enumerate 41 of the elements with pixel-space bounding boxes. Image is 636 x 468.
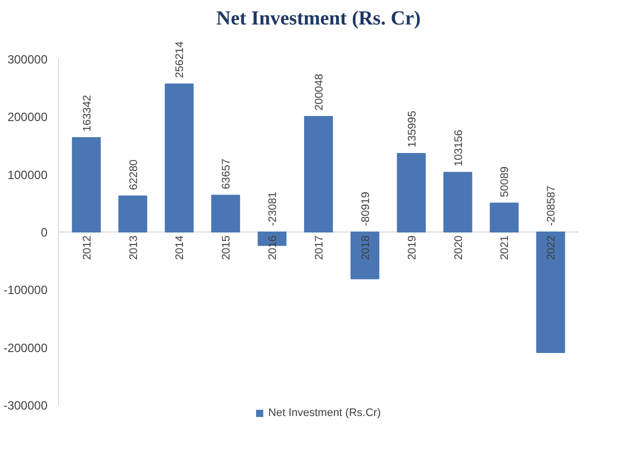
chart-title: Net Investment (Rs. Cr) <box>216 8 421 30</box>
x-tick-label: 2021 <box>499 235 512 260</box>
bar <box>443 172 472 232</box>
y-tick-label: -200000 <box>3 340 48 355</box>
data-label: -23081 <box>267 192 280 226</box>
x-tick-label: 2022 <box>546 235 558 260</box>
x-tick-label: 2020 <box>452 235 465 260</box>
bar <box>536 232 566 353</box>
legend-label: Net Investment (Rs.Cr) <box>268 407 381 419</box>
bar <box>72 137 101 232</box>
y-tick-label: 0 <box>40 226 48 240</box>
y-tick-label: 300000 <box>7 52 48 66</box>
data-label: -80919 <box>360 192 372 226</box>
data-label: -208587 <box>546 186 558 226</box>
data-label: 163342 <box>81 94 94 132</box>
data-label: 63657 <box>220 158 233 190</box>
y-tick-label: -100000 <box>3 283 48 298</box>
data-label: 50089 <box>499 166 512 198</box>
data-label: 62280 <box>128 159 140 190</box>
x-tick-label: 2019 <box>406 235 418 260</box>
bar <box>211 194 240 232</box>
bar <box>118 196 148 232</box>
x-tick-label: 2016 <box>267 235 280 260</box>
x-tick-label: 2012 <box>81 235 94 260</box>
data-label: 135995 <box>406 110 418 148</box>
data-label: 200048 <box>314 74 326 110</box>
x-tick-label: 2014 <box>174 235 186 260</box>
x-tick-label: 2015 <box>220 235 233 260</box>
y-tick-label: 200000 <box>7 110 48 124</box>
x-tick-label: 2018 <box>360 235 372 260</box>
x-tick-label: 2017 <box>314 235 326 260</box>
data-label: 256214 <box>174 41 186 78</box>
bar <box>490 202 519 232</box>
bar <box>164 84 194 232</box>
data-label: 103156 <box>452 130 465 166</box>
x-tick-label: 2013 <box>128 235 140 260</box>
y-tick-label: -300000 <box>3 398 48 413</box>
bar <box>350 232 380 280</box>
bar <box>304 116 333 232</box>
y-tick-label: 100000 <box>7 168 48 182</box>
bar <box>396 152 426 232</box>
